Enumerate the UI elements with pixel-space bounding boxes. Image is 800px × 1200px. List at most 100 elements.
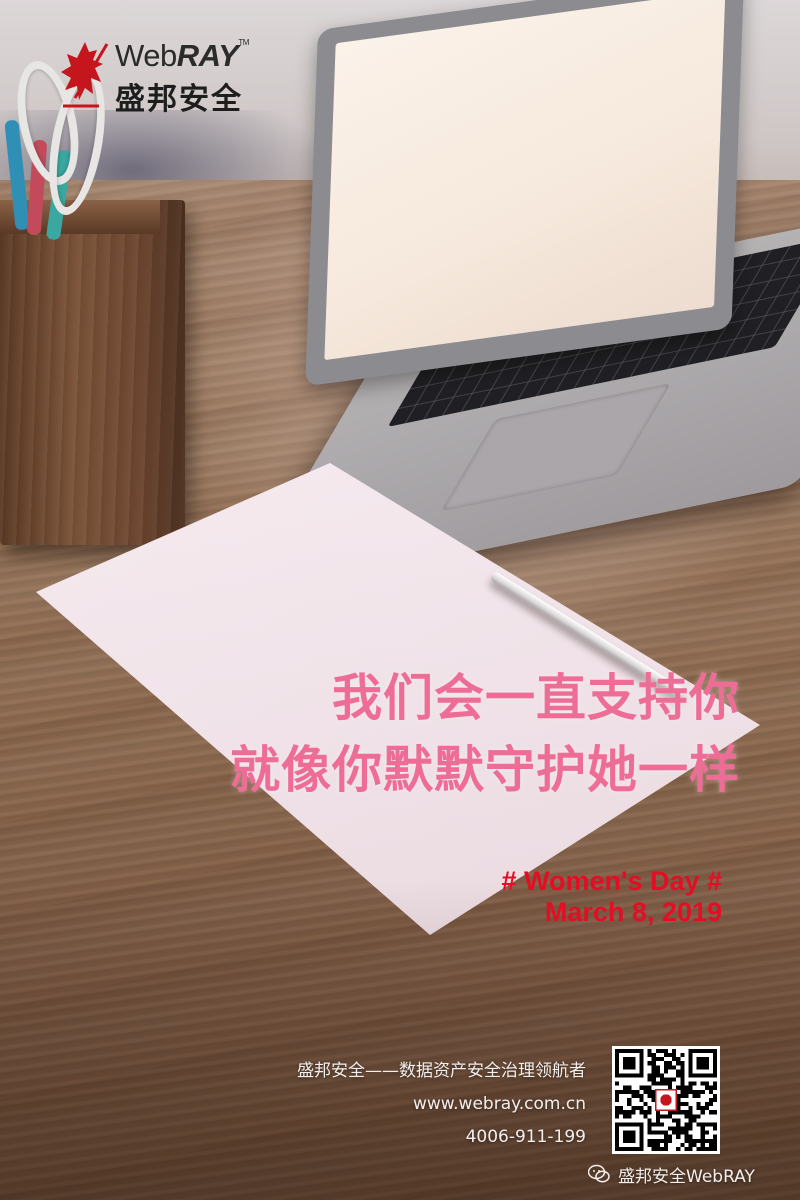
qr-module [676, 1126, 681, 1131]
qr-module [692, 1138, 697, 1143]
qr-module [676, 1110, 681, 1115]
qr-module [627, 1114, 632, 1119]
event-date: March 8, 2019 [544, 897, 722, 927]
qr-module [647, 1061, 652, 1066]
qr-module [672, 1049, 677, 1054]
qr-module [680, 1093, 685, 1098]
qr-module [631, 1093, 636, 1098]
qr-module [631, 1089, 636, 1094]
qr-module [700, 1130, 705, 1135]
qr-module [688, 1142, 693, 1147]
qr-module [684, 1085, 689, 1090]
qr-module [700, 1126, 705, 1131]
qr-module [708, 1102, 713, 1107]
qr-module [712, 1134, 717, 1139]
qr-module [643, 1085, 648, 1090]
qr-module [696, 1122, 701, 1127]
qr-module [672, 1118, 677, 1123]
qr-module [615, 1093, 620, 1098]
qr-module [668, 1085, 673, 1090]
qr-module [672, 1110, 677, 1115]
qr-module [655, 1057, 660, 1062]
qr-module [655, 1081, 660, 1086]
qr-module [700, 1122, 705, 1127]
qr-module [672, 1053, 677, 1058]
qr-module [651, 1077, 656, 1082]
qr-module [696, 1106, 701, 1111]
qr-module [635, 1089, 640, 1094]
qr-module [708, 1122, 713, 1127]
qr-module [651, 1081, 656, 1086]
qr-module [708, 1146, 713, 1151]
qr-module [672, 1077, 677, 1082]
qr-module [704, 1081, 709, 1086]
qr-module [676, 1134, 681, 1139]
qr-module [615, 1106, 620, 1111]
qr-module [680, 1081, 685, 1086]
qr-module [712, 1126, 717, 1131]
logo-web: Web [115, 38, 177, 73]
qr-module [672, 1130, 677, 1135]
qr-module [672, 1126, 677, 1131]
qr-module [688, 1146, 693, 1151]
qr-module [635, 1106, 640, 1111]
qr-module [680, 1110, 685, 1115]
qr-module [647, 1085, 652, 1090]
qr-module [631, 1106, 636, 1111]
qr-module [639, 1093, 644, 1098]
wechat-account: 盛邦安全WebRAY [588, 1158, 755, 1190]
qr-module [712, 1081, 717, 1086]
qr-module [623, 1085, 628, 1090]
qr-module [688, 1122, 693, 1127]
qr-module [659, 1122, 664, 1127]
qr-module [708, 1085, 713, 1090]
qr-module [668, 1114, 673, 1119]
qr-module [643, 1102, 648, 1107]
qr-module [672, 1065, 677, 1070]
qr-module [680, 1089, 685, 1094]
qr-module [615, 1089, 620, 1094]
logo-trademark: TM [238, 38, 249, 47]
qr-module [663, 1069, 669, 1074]
qr-module [668, 1061, 673, 1066]
qr-module [676, 1085, 681, 1090]
webray-logo: WebRAYTM 盛邦安全 [55, 38, 270, 117]
qr-module [684, 1089, 689, 1094]
qr-module [639, 1097, 644, 1103]
qr-module [700, 1089, 705, 1094]
qr-module [712, 1138, 717, 1143]
qr-module [668, 1138, 673, 1143]
qr-module [676, 1061, 681, 1066]
qr-module [680, 1130, 685, 1135]
qr-module [688, 1110, 693, 1115]
qr-module [680, 1077, 685, 1082]
qr-module [684, 1093, 689, 1098]
qr-module [627, 1102, 632, 1107]
qr-module [651, 1146, 656, 1151]
qr-module [696, 1146, 701, 1151]
qr-module [692, 1081, 697, 1086]
qr-module [627, 1110, 632, 1115]
qr-module [651, 1122, 656, 1127]
qr-module [696, 1138, 701, 1143]
qr-module [696, 1102, 701, 1107]
qr-module [684, 1138, 689, 1143]
qr-module [651, 1069, 656, 1074]
qr-module [647, 1089, 652, 1094]
qr-module [668, 1053, 673, 1058]
qr-code-icon[interactable] [612, 1046, 720, 1154]
logo-wordmark: WebRAYTM [115, 38, 249, 74]
qr-module [659, 1146, 664, 1151]
qr-module [655, 1065, 660, 1070]
qr-code-pattern [615, 1049, 717, 1151]
qr-module [615, 1097, 620, 1103]
qr-module [663, 1065, 669, 1070]
qr-module [647, 1118, 652, 1123]
qr-module [708, 1138, 713, 1143]
warrior-logo-icon [61, 42, 109, 108]
footer-website[interactable]: www.webray.com.cn [413, 1094, 586, 1114]
qr-module [680, 1126, 685, 1131]
qr-module [647, 1049, 652, 1054]
qr-module [663, 1134, 669, 1139]
